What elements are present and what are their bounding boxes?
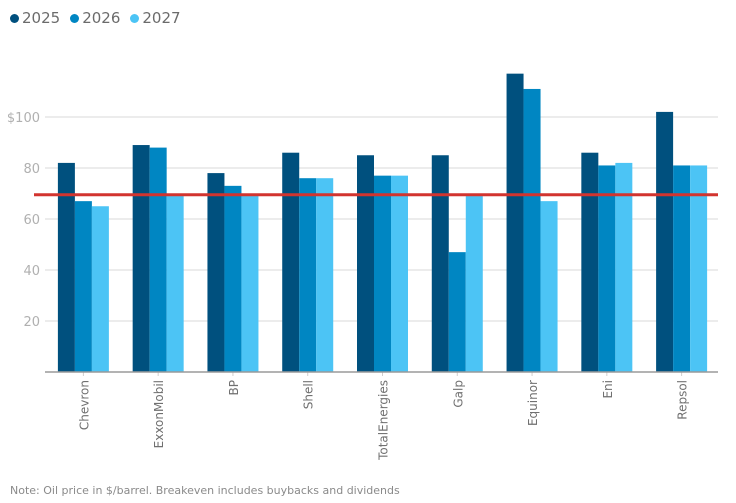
x-tick-label-equinor: Equinor	[526, 380, 540, 426]
legend-label-2027: 2027	[142, 9, 181, 27]
legend-swatch-2026	[70, 13, 80, 23]
legend-item-2026: 2026	[70, 9, 120, 27]
bar-bp-2026	[224, 185, 242, 372]
x-tick-label-repsol: Repsol	[676, 380, 690, 420]
bar-shell-2025	[282, 152, 300, 372]
bar-shell-2027	[316, 178, 334, 372]
bar-exxonmobil-2027	[166, 196, 184, 372]
bar-galp-2025	[431, 155, 449, 372]
bar-exxonmobil-2025	[132, 145, 150, 372]
bar-bp-2025	[207, 173, 225, 372]
bar-equinor-2025	[506, 73, 524, 373]
legend: 2025 2026 2027	[10, 9, 181, 27]
bar-chevron-2027	[91, 206, 109, 372]
legend-swatch-2027	[130, 13, 140, 23]
bar-repsol-2025	[656, 111, 674, 373]
legend-label-2026: 2026	[82, 9, 121, 27]
bar-totalenergies-2025	[357, 155, 374, 372]
legend-item-2025: 2025	[10, 9, 60, 27]
bar-galp-2027	[465, 196, 483, 372]
x-tick-label-eni: Eni	[601, 380, 615, 399]
legend-swatch-2025	[10, 13, 19, 23]
bar-equinor-2026	[523, 88, 541, 372]
x-tick-label-chevron: Chevron	[77, 380, 91, 430]
chart-note: Note: Oil price in $/barrel. Breakeven i…	[10, 484, 400, 497]
bar-shell-2026	[299, 178, 317, 372]
bar-exxonmobil-2026	[149, 147, 167, 372]
bar-totalenergies-2027	[391, 175, 408, 372]
x-tick-label-galp: Galp	[451, 380, 465, 408]
x-tick-label-exxonmobil: ExxonMobil	[152, 380, 166, 448]
bar-chart: 20 40 60 80 $100 Chevron ExxonMobil BP Shell Tota…	[7, 73, 718, 461]
bar-repsol-2026	[673, 165, 691, 372]
y-tick-label-80: 80	[23, 162, 40, 177]
bar-totalenergies-2026	[374, 175, 391, 372]
bar-eni-2027	[615, 162, 633, 372]
y-tick-label-20: 20	[23, 315, 40, 330]
bar-repsol-2027	[690, 165, 708, 372]
bar-eni-2026	[598, 165, 616, 372]
y-tick-label-60: 60	[23, 213, 40, 228]
legend-label-2025: 2025	[22, 9, 61, 27]
bar-bp-2027	[241, 196, 259, 372]
x-tick-label-bp: BP	[227, 380, 241, 395]
bar-chevron-2026	[74, 201, 92, 372]
x-tick-label-totalenergies: TotalEnergies	[377, 380, 391, 461]
bar-chevron-2025	[57, 162, 75, 372]
x-tick-label-shell: Shell	[302, 380, 316, 409]
y-tick-label-40: 40	[23, 264, 40, 279]
bar-eni-2025	[581, 152, 599, 372]
bar-galp-2026	[448, 252, 466, 372]
legend-item-2027: 2027	[130, 9, 181, 27]
y-tick-label-100: $100	[7, 111, 40, 126]
bar-equinor-2027	[540, 201, 558, 372]
